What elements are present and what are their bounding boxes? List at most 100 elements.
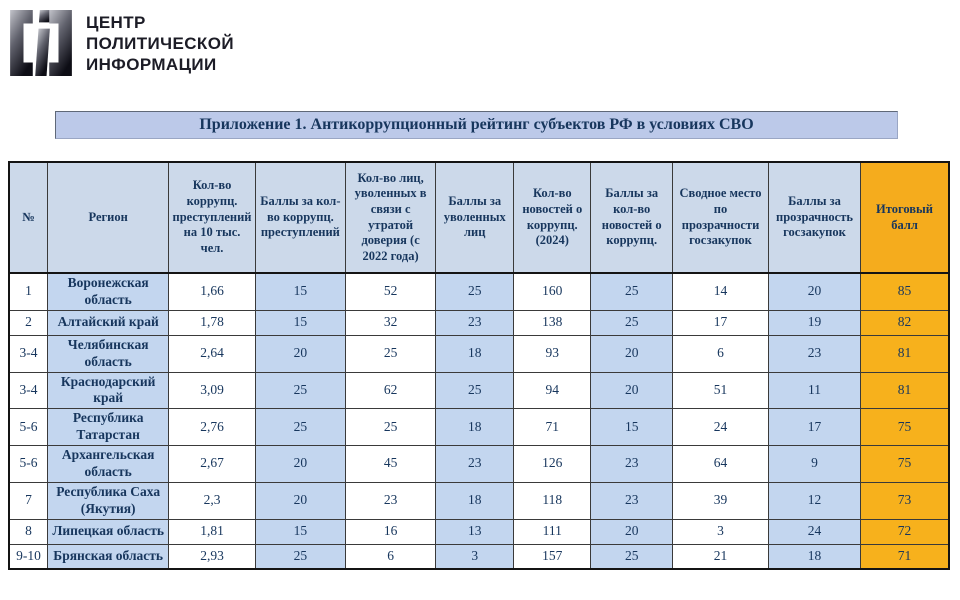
header-row: № Регион Кол-во коррупц. преступлений на 1… xyxy=(8,161,950,274)
cell-procurement: 17 xyxy=(672,309,769,336)
column-header-rank: № xyxy=(8,161,49,274)
cell-crimes: 2,3 xyxy=(168,481,256,520)
cell-procurement: 64 xyxy=(672,445,769,483)
column-header-news-points: Баллы за кол-во новостей о коррупц. xyxy=(590,161,674,274)
cell-crimes-points: 20 xyxy=(254,334,346,373)
cell-crimes: 3,09 xyxy=(168,371,256,410)
table-row: 9-10 Брянская область 2,93 25 6 3 157 25 21 18 71 xyxy=(8,543,950,570)
cell-region: Воронежская область xyxy=(47,272,170,311)
cell-procurement: 39 xyxy=(672,481,769,520)
cell-rank: 1 xyxy=(8,272,49,311)
cell-region: Брянская область xyxy=(47,543,170,570)
cell-dismissed: 25 xyxy=(344,408,437,446)
cell-news-points: 20 xyxy=(590,518,674,545)
cell-total: 72 xyxy=(860,518,950,545)
cell-dismissed: 23 xyxy=(344,481,437,520)
cpi-logo-icon xyxy=(8,8,74,78)
cell-dismissed: 6 xyxy=(344,543,437,570)
cell-procurement-points: 19 xyxy=(767,309,862,336)
cell-total: 75 xyxy=(860,408,950,446)
cell-news: 94 xyxy=(513,371,592,410)
cell-news-points: 23 xyxy=(590,445,674,483)
cell-crimes: 2,64 xyxy=(168,334,256,373)
column-header-dismissed-points: Баллы за уволенных лиц xyxy=(435,161,515,274)
table-row: 5-6 Республика Татарстан 2,76 25 25 18 71 15 24 1… xyxy=(8,408,950,446)
cell-dismissed-points: 25 xyxy=(435,272,515,311)
cell-region: Республика Саха (Якутия) xyxy=(47,481,170,520)
cell-news-points: 20 xyxy=(590,371,674,410)
brand-header: ЦЕНТР ПОЛИТИЧЕСКОЙ ИНФОРМАЦИИ xyxy=(8,8,234,78)
cell-crimes-points: 25 xyxy=(254,408,346,446)
cell-dismissed-points: 23 xyxy=(435,445,515,483)
cell-procurement-points: 24 xyxy=(767,518,862,545)
cell-dismissed: 16 xyxy=(344,518,437,545)
cell-procurement: 24 xyxy=(672,408,769,446)
table-row: 3-4 Краснодарский край 3,09 25 62 25 94 20 51 11 8… xyxy=(8,371,950,410)
column-header-crimes: Кол-во коррупц. преступлений на 10 тыс. … xyxy=(168,161,256,274)
cell-crimes: 2,67 xyxy=(168,445,256,483)
cell-region: Алтайский край xyxy=(47,309,170,336)
cell-dismissed-points: 3 xyxy=(435,543,515,570)
table-row: 2 Алтайский край 1,78 15 32 23 138 25 17 19 82 xyxy=(8,309,950,336)
brand-name-line-1: ЦЕНТР xyxy=(86,13,146,32)
cell-region: Краснодарский край xyxy=(47,371,170,410)
cell-procurement-points: 18 xyxy=(767,543,862,570)
cell-news-points: 23 xyxy=(590,481,674,520)
cell-procurement: 6 xyxy=(672,334,769,373)
column-header-dismissed: Кол-во лиц, уволенных в связи с утратой … xyxy=(344,161,437,274)
cell-rank: 2 xyxy=(8,309,49,336)
cell-rank: 3-4 xyxy=(8,371,49,410)
cell-procurement-points: 12 xyxy=(767,481,862,520)
column-header-news: Кол-во новостей о коррупц. (2024) xyxy=(513,161,592,274)
cell-news-points: 25 xyxy=(590,543,674,570)
cell-total: 81 xyxy=(860,371,950,410)
cell-crimes: 1,66 xyxy=(168,272,256,311)
cell-total: 82 xyxy=(860,309,950,336)
cell-crimes-points: 25 xyxy=(254,371,346,410)
cell-rank: 5-6 xyxy=(8,408,49,446)
cell-crimes-points: 15 xyxy=(254,309,346,336)
cell-dismissed: 52 xyxy=(344,272,437,311)
table-body: 1 Воронежская область 1,66 15 52 25 160 25 14 20 8… xyxy=(8,272,950,570)
cell-dismissed-points: 13 xyxy=(435,518,515,545)
cell-total: 71 xyxy=(860,543,950,570)
cell-total: 73 xyxy=(860,481,950,520)
cell-crimes-points: 15 xyxy=(254,518,346,545)
cell-news-points: 25 xyxy=(590,309,674,336)
cell-procurement: 51 xyxy=(672,371,769,410)
cell-dismissed: 32 xyxy=(344,309,437,336)
cell-news: 71 xyxy=(513,408,592,446)
cell-crimes-points: 20 xyxy=(254,445,346,483)
cell-news-points: 25 xyxy=(590,272,674,311)
cell-procurement-points: 23 xyxy=(767,334,862,373)
cell-dismissed-points: 18 xyxy=(435,408,515,446)
cell-news: 138 xyxy=(513,309,592,336)
cell-news: 93 xyxy=(513,334,592,373)
cell-dismissed: 62 xyxy=(344,371,437,410)
cell-crimes: 1,78 xyxy=(168,309,256,336)
cell-news: 160 xyxy=(513,272,592,311)
cell-crimes: 2,93 xyxy=(168,543,256,570)
cell-procurement-points: 11 xyxy=(767,371,862,410)
cell-region: Республика Татарстан xyxy=(47,408,170,446)
cell-news: 126 xyxy=(513,445,592,483)
cell-procurement-points: 17 xyxy=(767,408,862,446)
brand-name-line-2: ПОЛИТИЧЕСКОЙ xyxy=(86,34,234,53)
cell-rank: 5-6 xyxy=(8,445,49,483)
appendix-title: Приложение 1. Антикоррупционный рейтинг … xyxy=(55,111,898,139)
cell-rank: 8 xyxy=(8,518,49,545)
table-row: 8 Липецкая область 1,81 15 16 13 111 20 3 24 72 xyxy=(8,518,950,545)
table-row: 7 Республика Саха (Якутия) 2,3 20 23 18 118 23 3… xyxy=(8,481,950,520)
cell-total: 81 xyxy=(860,334,950,373)
table-row: 5-6 Архангельская область 2,67 20 45 23 126 23 6… xyxy=(8,445,950,483)
cell-crimes: 1,81 xyxy=(168,518,256,545)
cell-news-points: 15 xyxy=(590,408,674,446)
cell-news-points: 20 xyxy=(590,334,674,373)
cell-procurement-points: 20 xyxy=(767,272,862,311)
table-head: № Регион Кол-во коррупц. преступлений на 1… xyxy=(8,161,950,274)
cell-procurement: 3 xyxy=(672,518,769,545)
cell-dismissed-points: 18 xyxy=(435,334,515,373)
column-header-region: Регион xyxy=(47,161,170,274)
cell-crimes-points: 25 xyxy=(254,543,346,570)
